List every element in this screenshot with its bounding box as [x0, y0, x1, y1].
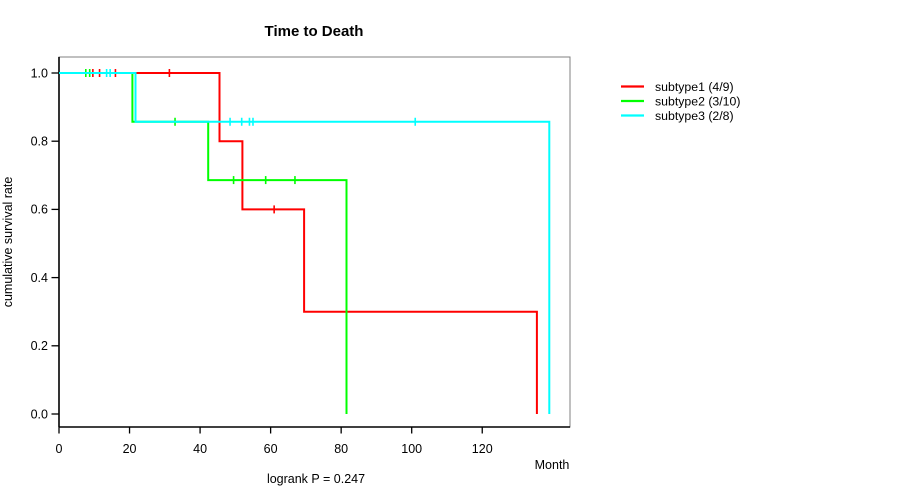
- x-axis: 0 20 40 60 80 100 120: [56, 427, 493, 456]
- survival-curve-1: [59, 72, 538, 414]
- logrank-annotation: logrank P = 0.247: [267, 472, 365, 486]
- legend-item: subtype1 (4/9): [621, 80, 734, 94]
- series-curves: [59, 69, 551, 414]
- x-tick-label: 0: [56, 442, 63, 456]
- x-axis-title: Month: [535, 458, 570, 472]
- y-axis-title: cumulative survival rate: [1, 177, 15, 308]
- chart-title: Time to Death: [265, 23, 364, 40]
- x-tick-label: 120: [472, 442, 493, 456]
- y-tick-label: 0.8: [31, 135, 48, 149]
- x-tick-label: 80: [334, 442, 348, 456]
- plot-box: [58, 56, 571, 428]
- y-tick-label: 1.0: [31, 66, 48, 80]
- legend-label: subtype3 (2/8): [655, 109, 734, 123]
- y-tick-label: 0.2: [31, 339, 48, 353]
- x-tick-label: 60: [264, 442, 278, 456]
- censor-ticks-3: [105, 69, 417, 126]
- y-tick-label: 0.4: [31, 271, 48, 285]
- censor-ticks-2: [85, 69, 296, 185]
- censor-ticks-1: [92, 69, 275, 214]
- legend-label: subtype1 (4/9): [655, 80, 734, 94]
- legend: subtype1 (4/9)subtype2 (3/10)subtype3 (2…: [621, 80, 740, 123]
- x-tick-label: 100: [401, 442, 422, 456]
- y-tick-label: 0.0: [31, 407, 48, 421]
- legend-item: subtype3 (2/8): [621, 109, 734, 123]
- legend-label: subtype2 (3/10): [655, 94, 740, 108]
- y-axis: 0.0 0.2 0.4 0.6 0.8 1.0: [31, 66, 59, 421]
- x-tick-label: 20: [123, 442, 137, 456]
- legend-item: subtype2 (3/10): [621, 94, 740, 108]
- y-tick-label: 0.6: [31, 203, 48, 217]
- x-tick-label: 40: [193, 442, 207, 456]
